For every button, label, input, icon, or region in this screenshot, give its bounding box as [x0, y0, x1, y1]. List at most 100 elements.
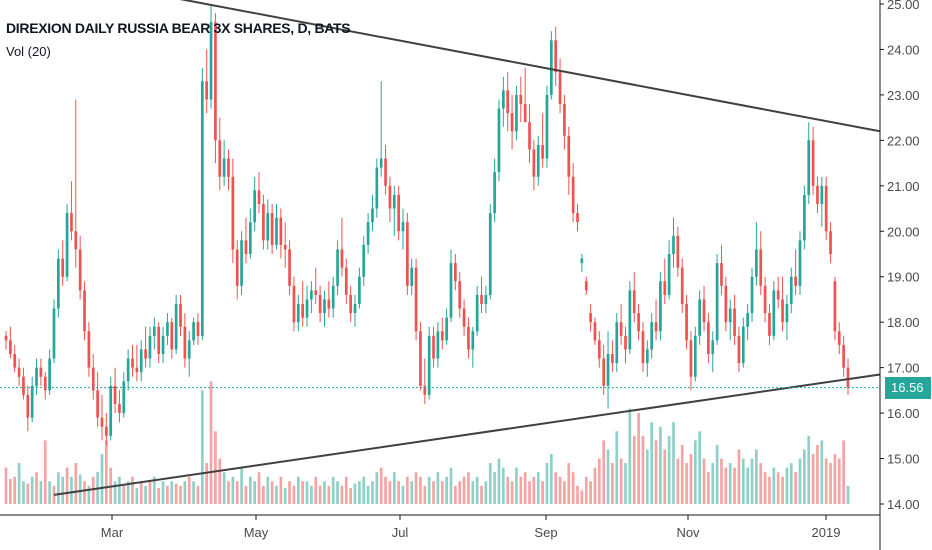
candle — [183, 313, 187, 368]
volume-bar — [231, 476, 235, 504]
volume-bar — [118, 476, 121, 504]
candle-body — [419, 331, 422, 386]
candle — [454, 254, 457, 291]
candle — [209, 4, 213, 109]
volume-bar — [244, 485, 248, 504]
candle-body — [70, 213, 73, 232]
candle — [74, 99, 78, 268]
volume-bar — [131, 476, 134, 504]
volume-bar — [619, 458, 623, 504]
candle-body — [174, 304, 178, 350]
candle-body — [301, 304, 305, 318]
candle — [515, 85, 518, 141]
candle — [253, 176, 257, 232]
candle — [545, 85, 549, 168]
price-tick-label: 20.00 — [887, 224, 920, 239]
candle — [820, 176, 824, 227]
chart-title: DIREXION DAILY RUSSIA BEAR 3X SHARES, D,… — [6, 20, 351, 36]
candle-body — [445, 317, 448, 341]
candle — [724, 276, 728, 332]
upper-trendline — [179, 0, 881, 133]
candle — [807, 122, 811, 204]
candle — [484, 285, 488, 314]
candle — [353, 294, 357, 327]
volume-bar — [746, 467, 750, 504]
candle-body — [214, 22, 217, 141]
volume-bar — [183, 481, 187, 504]
volume-bar — [275, 485, 278, 504]
candle-body — [820, 185, 824, 204]
lower-trendline — [53, 373, 881, 496]
candle — [244, 217, 248, 264]
candle-body — [523, 104, 527, 123]
volume-indicator-label[interactable]: Vol (20) — [6, 44, 51, 59]
volume-bar — [209, 381, 213, 504]
volume-bar — [57, 472, 60, 504]
candle — [445, 308, 448, 345]
candle — [139, 340, 143, 382]
candle-body — [296, 304, 300, 323]
volume-bar — [528, 481, 531, 504]
candle-body — [397, 194, 400, 232]
candle-body — [593, 322, 597, 341]
candle-body — [816, 185, 819, 204]
candle-body — [624, 335, 627, 350]
candle-body — [798, 240, 802, 286]
time-axis[interactable]: Mar May Jul Sep Nov 2019 — [0, 514, 880, 540]
volume-bar — [87, 485, 91, 504]
candle — [231, 158, 235, 264]
volume-bar — [676, 458, 680, 504]
candle — [628, 281, 632, 354]
volume-bar — [471, 481, 475, 504]
candle — [768, 304, 771, 345]
candle — [371, 194, 374, 232]
candle — [440, 317, 444, 350]
candle-body — [401, 222, 405, 232]
volume-bar — [331, 476, 335, 504]
volume-bar — [659, 426, 662, 504]
candle-body — [209, 22, 213, 100]
volume-bar — [192, 481, 195, 504]
price-tick-label: 23.00 — [887, 88, 920, 103]
price-axis[interactable]: 14.00 15.00 16.00 17.00 18.00 19.00 20.00 21.00… — [879, 0, 920, 550]
candle — [70, 181, 73, 241]
volume-bar — [488, 463, 492, 504]
candle — [152, 317, 156, 350]
candle — [218, 117, 222, 191]
candle-body — [131, 358, 134, 368]
volume-bar — [414, 472, 418, 504]
volume-bars — [4, 381, 850, 504]
candle-body — [746, 313, 750, 327]
candle — [340, 217, 344, 277]
volume-bar — [61, 476, 65, 504]
candle — [829, 222, 832, 264]
volume-bar — [576, 485, 579, 504]
candle-body — [475, 294, 479, 332]
candle-body — [458, 281, 462, 309]
candle — [57, 249, 60, 318]
volume-bar — [222, 472, 226, 504]
candle-body — [837, 331, 841, 345]
candle — [196, 313, 200, 345]
candle-body — [13, 354, 17, 368]
volume-bar — [292, 485, 296, 504]
candle-body — [606, 354, 610, 386]
volume-bar — [759, 463, 763, 504]
volume-bar — [515, 467, 518, 504]
candle — [702, 285, 706, 332]
candle — [375, 158, 379, 218]
candle-body — [423, 385, 427, 395]
candle-body — [501, 90, 505, 109]
candle — [235, 240, 239, 300]
candle-body — [602, 358, 606, 386]
candle — [659, 272, 662, 341]
volume-bar — [698, 431, 702, 504]
volume-bar — [772, 467, 776, 504]
candle-body — [829, 231, 832, 254]
volume-bar — [602, 440, 606, 504]
time-tick-label: 2019 — [812, 525, 841, 540]
volume-bar — [506, 476, 510, 504]
candle-body — [702, 299, 706, 323]
volume-bar — [549, 454, 553, 504]
